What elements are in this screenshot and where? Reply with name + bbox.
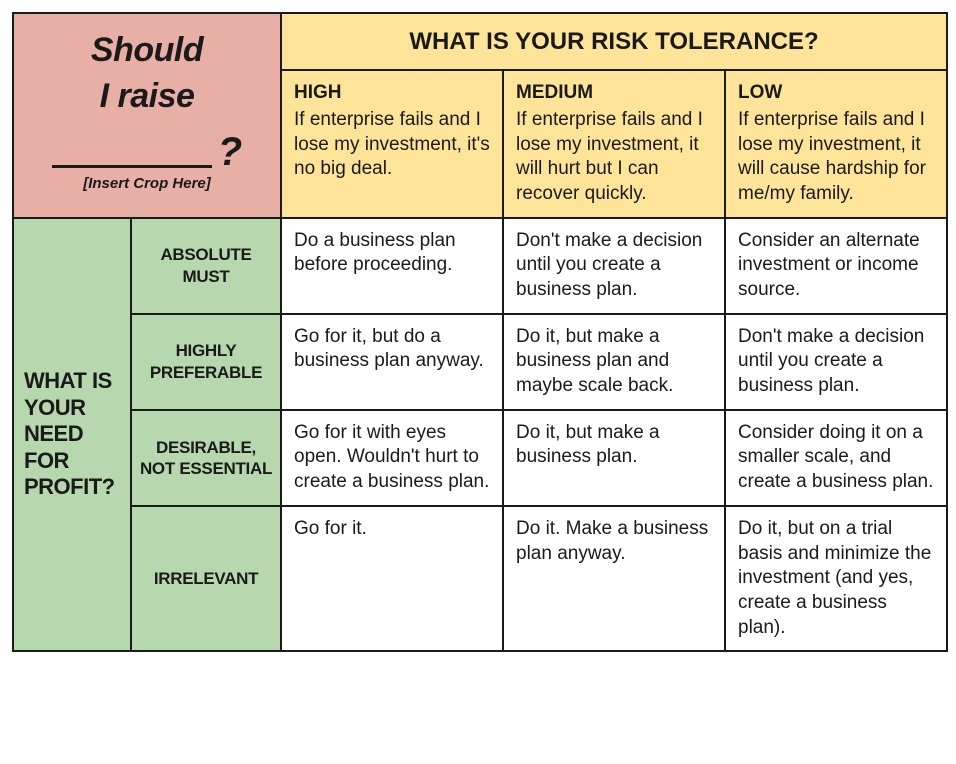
cell-r1-c0: Go for it, but do a business plan anyway… bbox=[281, 314, 503, 410]
decision-matrix-table: Should I raise ? [Insert Crop Here] WHAT… bbox=[12, 12, 948, 652]
profit-row-absolute-must: ABSOLUTE MUST bbox=[131, 218, 281, 314]
profit-row-irrelevant: IRRELEVANT bbox=[131, 506, 281, 651]
risk-desc-medium: If enterprise fails and I lose my invest… bbox=[516, 108, 712, 207]
risk-label-low: LOW bbox=[738, 81, 934, 106]
cell-r2-c0: Go for it with eyes open. Wouldn't hurt … bbox=[281, 410, 503, 506]
cell-r2-c1: Do it, but make a business plan. bbox=[503, 410, 725, 506]
cell-r3-c1: Do it. Make a business plan anyway. bbox=[503, 506, 725, 651]
cell-r1-c1: Do it, but make a business plan and mayb… bbox=[503, 314, 725, 410]
cell-r3-c0: Go for it. bbox=[281, 506, 503, 651]
risk-col-medium: MEDIUM If enterprise fails and I lose my… bbox=[503, 70, 725, 217]
risk-col-low: LOW If enterprise fails and I lose my in… bbox=[725, 70, 947, 217]
cell-r1-c2: Don't make a decision until you create a… bbox=[725, 314, 947, 410]
risk-desc-low: If enterprise fails and I lose my invest… bbox=[738, 108, 934, 207]
risk-col-high: HIGH If enterprise fails and I lose my i… bbox=[281, 70, 503, 217]
cell-r2-c2: Consider doing it on a smaller scale, an… bbox=[725, 410, 947, 506]
risk-desc-high: If enterprise fails and I lose my invest… bbox=[294, 108, 490, 182]
cell-r0-c2: Consider an alternate investment or inco… bbox=[725, 218, 947, 314]
blank-underline bbox=[52, 142, 212, 168]
question-mark: ? bbox=[218, 132, 242, 172]
title-line2: I raise bbox=[22, 74, 272, 118]
cell-r3-c2: Do it, but on a trial basis and minimize… bbox=[725, 506, 947, 651]
title-line1: Should bbox=[22, 28, 272, 72]
blank-row: ? bbox=[22, 128, 272, 168]
profit-row-desirable: DESIRABLE, NOT ESSENTIAL bbox=[131, 410, 281, 506]
title-cell: Should I raise ? [Insert Crop Here] bbox=[13, 13, 281, 218]
cell-r0-c1: Don't make a decision until you create a… bbox=[503, 218, 725, 314]
profit-row-highly-preferable: HIGHLY PREFERABLE bbox=[131, 314, 281, 410]
risk-tolerance-header: WHAT IS YOUR RISK TOLERANCE? bbox=[281, 13, 947, 70]
risk-label-medium: MEDIUM bbox=[516, 81, 712, 106]
profit-need-header: WHAT IS YOUR NEED FOR PROFIT? bbox=[13, 218, 131, 652]
insert-crop-label: [Insert Crop Here] bbox=[22, 174, 272, 194]
cell-r0-c0: Do a business plan before proceeding. bbox=[281, 218, 503, 314]
risk-label-high: HIGH bbox=[294, 81, 490, 106]
